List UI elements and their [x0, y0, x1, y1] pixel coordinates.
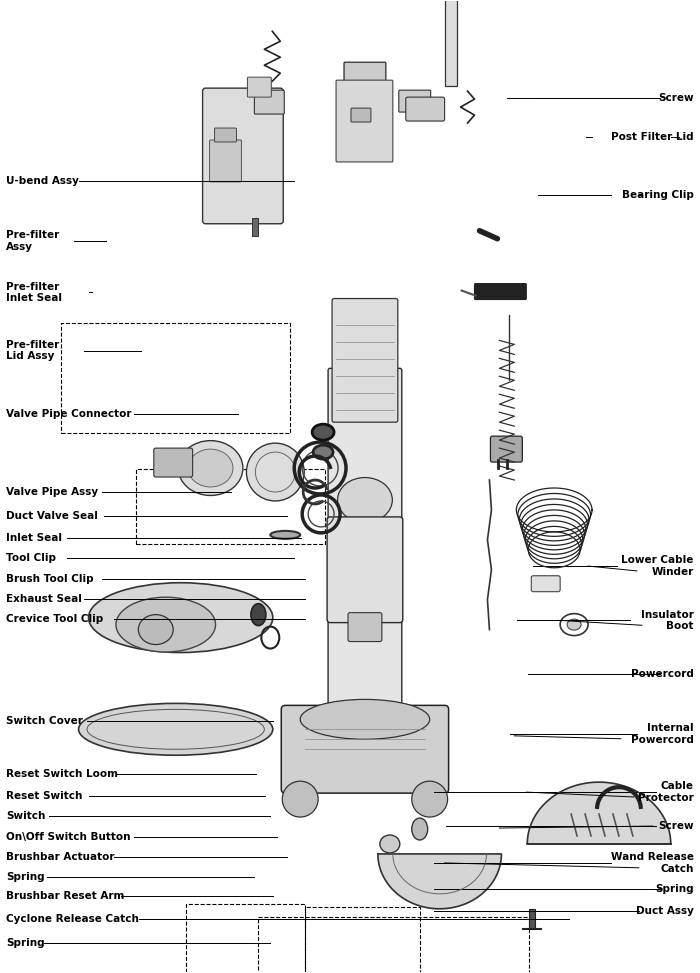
Text: Switch: Switch: [6, 811, 46, 821]
Text: Valve Pipe Assy: Valve Pipe Assy: [6, 487, 99, 497]
Text: Inlet Seal: Inlet Seal: [6, 533, 62, 543]
Ellipse shape: [188, 450, 233, 487]
Ellipse shape: [380, 835, 400, 853]
Text: Post Filter Lid: Post Filter Lid: [611, 132, 694, 142]
Circle shape: [282, 781, 318, 817]
FancyBboxPatch shape: [475, 283, 526, 300]
FancyBboxPatch shape: [154, 449, 192, 477]
Polygon shape: [527, 782, 671, 844]
Text: Reset Switch Loom: Reset Switch Loom: [6, 769, 118, 778]
Bar: [186, 904, 305, 973]
Polygon shape: [378, 854, 501, 909]
FancyBboxPatch shape: [327, 517, 402, 623]
FancyBboxPatch shape: [336, 80, 393, 162]
Ellipse shape: [78, 703, 273, 755]
Text: On\Off Switch Button: On\Off Switch Button: [6, 832, 131, 842]
Text: Exhaust Seal: Exhaust Seal: [6, 595, 82, 604]
FancyBboxPatch shape: [209, 140, 241, 182]
Ellipse shape: [139, 615, 173, 644]
Text: Spring: Spring: [6, 873, 45, 883]
FancyBboxPatch shape: [202, 89, 284, 224]
Text: Powercord: Powercord: [631, 668, 694, 679]
FancyBboxPatch shape: [328, 369, 402, 721]
Text: Crevice Tool Clip: Crevice Tool Clip: [6, 614, 104, 625]
Text: Pre-filter
Lid Assy: Pre-filter Lid Assy: [6, 340, 60, 361]
Text: Spring: Spring: [655, 884, 694, 894]
FancyBboxPatch shape: [247, 77, 272, 97]
FancyBboxPatch shape: [406, 97, 445, 121]
Text: Cable
Protector: Cable Protector: [638, 781, 694, 803]
FancyBboxPatch shape: [214, 128, 237, 142]
Text: Internal
Powercord: Internal Powercord: [631, 723, 694, 744]
FancyBboxPatch shape: [344, 62, 386, 82]
Ellipse shape: [116, 597, 216, 652]
Text: Tool Clip: Tool Clip: [6, 554, 57, 563]
Text: Screw: Screw: [658, 93, 694, 103]
Ellipse shape: [412, 818, 428, 840]
Bar: [305, 907, 420, 973]
Ellipse shape: [88, 583, 273, 653]
Text: Cyclone Release Catch: Cyclone Release Catch: [6, 915, 139, 924]
Text: Valve Pipe Connector: Valve Pipe Connector: [6, 409, 132, 418]
Text: Bearing Clip: Bearing Clip: [622, 191, 694, 200]
Ellipse shape: [300, 700, 430, 739]
Ellipse shape: [270, 531, 300, 539]
Text: Insulator
Boot: Insulator Boot: [640, 610, 694, 631]
FancyBboxPatch shape: [281, 705, 449, 793]
Text: Pre-filter
Inlet Seal: Pre-filter Inlet Seal: [6, 281, 62, 304]
Text: Screw: Screw: [658, 821, 694, 831]
Text: Duct Assy: Duct Assy: [636, 907, 694, 917]
Text: Brush Tool Clip: Brush Tool Clip: [6, 574, 94, 584]
FancyBboxPatch shape: [348, 613, 382, 641]
Circle shape: [412, 781, 447, 817]
Text: Brushbar Actuator: Brushbar Actuator: [6, 852, 115, 862]
FancyBboxPatch shape: [351, 108, 371, 122]
Text: U-bend Assy: U-bend Assy: [6, 176, 79, 186]
Bar: [253, 218, 258, 235]
FancyBboxPatch shape: [332, 299, 398, 422]
FancyBboxPatch shape: [491, 436, 522, 462]
Ellipse shape: [246, 443, 304, 501]
FancyBboxPatch shape: [531, 576, 560, 592]
Ellipse shape: [567, 619, 581, 631]
Bar: [61, 323, 290, 433]
Text: Lower Cable
Winder: Lower Cable Winder: [622, 556, 694, 577]
Text: Brushbar Reset Arm: Brushbar Reset Arm: [6, 891, 125, 901]
Text: Spring: Spring: [6, 938, 45, 948]
Text: Reset Switch: Reset Switch: [6, 791, 83, 801]
Text: Duct Valve Seal: Duct Valve Seal: [6, 511, 98, 521]
Ellipse shape: [337, 478, 392, 523]
FancyBboxPatch shape: [254, 90, 284, 114]
Ellipse shape: [178, 441, 243, 495]
FancyBboxPatch shape: [444, 0, 456, 87]
Text: Switch Cover: Switch Cover: [6, 716, 83, 726]
Ellipse shape: [251, 603, 266, 626]
FancyBboxPatch shape: [399, 90, 430, 112]
Ellipse shape: [312, 424, 334, 440]
Bar: [136, 469, 325, 544]
Text: Wand Release
Catch: Wand Release Catch: [610, 852, 694, 874]
Ellipse shape: [313, 445, 333, 459]
Text: Pre-filter
Assy: Pre-filter Assy: [6, 231, 60, 252]
Bar: [529, 909, 536, 929]
Bar: [258, 917, 529, 973]
